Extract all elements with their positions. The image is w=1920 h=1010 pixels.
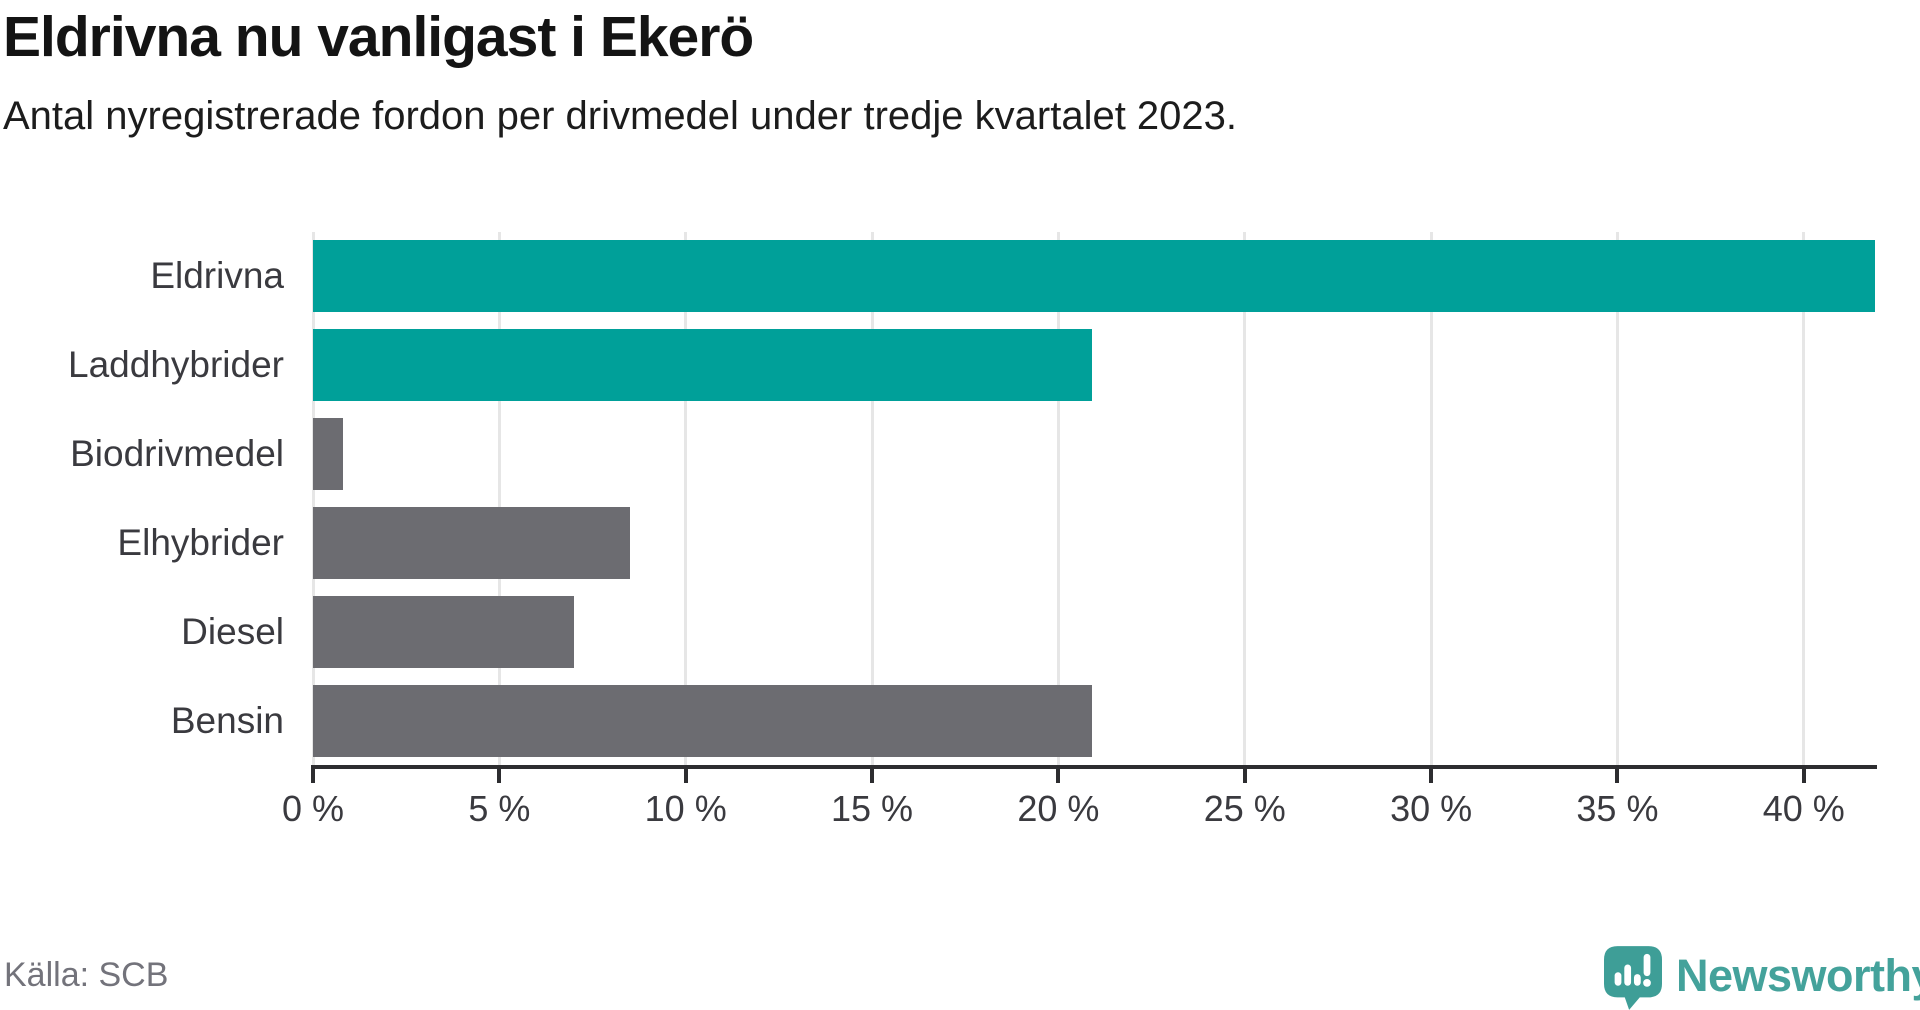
bar-elhybrider — [313, 506, 630, 579]
x-tick-mark — [1801, 769, 1806, 783]
x-axis-line — [311, 765, 1877, 769]
gridline — [870, 232, 874, 765]
x-tick-mark — [497, 769, 502, 783]
bar-biodrivmedel — [313, 418, 343, 491]
category-label: Laddhybrider — [68, 344, 284, 386]
category-label: Eldrivna — [150, 255, 284, 297]
x-tick-label: 15 % — [831, 788, 914, 829]
gridline — [684, 232, 688, 765]
x-tick-label: 30 % — [1390, 788, 1473, 829]
bar-eldrivna — [313, 240, 1875, 313]
bar-chart: Eldrivna Laddhybrider Biodrivmedel Elhybrid… — [0, 232, 1920, 852]
x-tick-label: 40 % — [1762, 788, 1845, 829]
x-tick-label: 35 % — [1576, 788, 1659, 829]
x-tick-label: 25 % — [1203, 788, 1286, 829]
newsworthy-logo-icon — [1604, 946, 1662, 1010]
category-labels: Eldrivna Laddhybrider Biodrivmedel Elhybrid… — [0, 232, 284, 765]
gridline — [1243, 232, 1247, 765]
x-tick-label: 5 % — [468, 788, 531, 829]
source-caption: Källa: SCB — [4, 956, 169, 994]
gridline — [1615, 232, 1619, 765]
category-label: Biodrivmedel — [70, 433, 284, 475]
category-label: Bensin — [170, 699, 284, 741]
x-tick-mark — [870, 769, 875, 783]
x-tick-mark — [1429, 769, 1434, 783]
chart-title: Eldrivna nu vanligast i Ekerö — [3, 5, 754, 69]
gridline — [1429, 232, 1433, 765]
x-tick-mark — [1242, 769, 1247, 783]
bar-diesel — [313, 595, 574, 668]
x-tick-label: 20 % — [1017, 788, 1100, 829]
category-label: Elhybrider — [117, 521, 284, 563]
bar-bensin — [313, 684, 1092, 757]
gridline — [1056, 232, 1060, 765]
plot-area — [311, 232, 1877, 765]
gridline — [497, 232, 501, 765]
x-tick-mark — [683, 769, 688, 783]
x-tick-mark — [311, 769, 315, 783]
category-label: Diesel — [181, 610, 284, 652]
x-tick-label: 0 % — [281, 788, 345, 829]
gridline — [1802, 232, 1806, 765]
x-tick-mark — [1056, 769, 1061, 783]
x-tick-mark — [1615, 769, 1620, 783]
gridline — [311, 232, 315, 765]
bar-laddhybrider — [313, 329, 1092, 402]
brand-logo: Newsworthy — [1604, 944, 1920, 1010]
chart-subtitle: Antal nyregistrerade fordon per drivmede… — [3, 94, 1238, 138]
brand-wordmark: Newsworthy — [1676, 950, 1920, 1001]
x-tick-label: 10 % — [644, 788, 727, 829]
